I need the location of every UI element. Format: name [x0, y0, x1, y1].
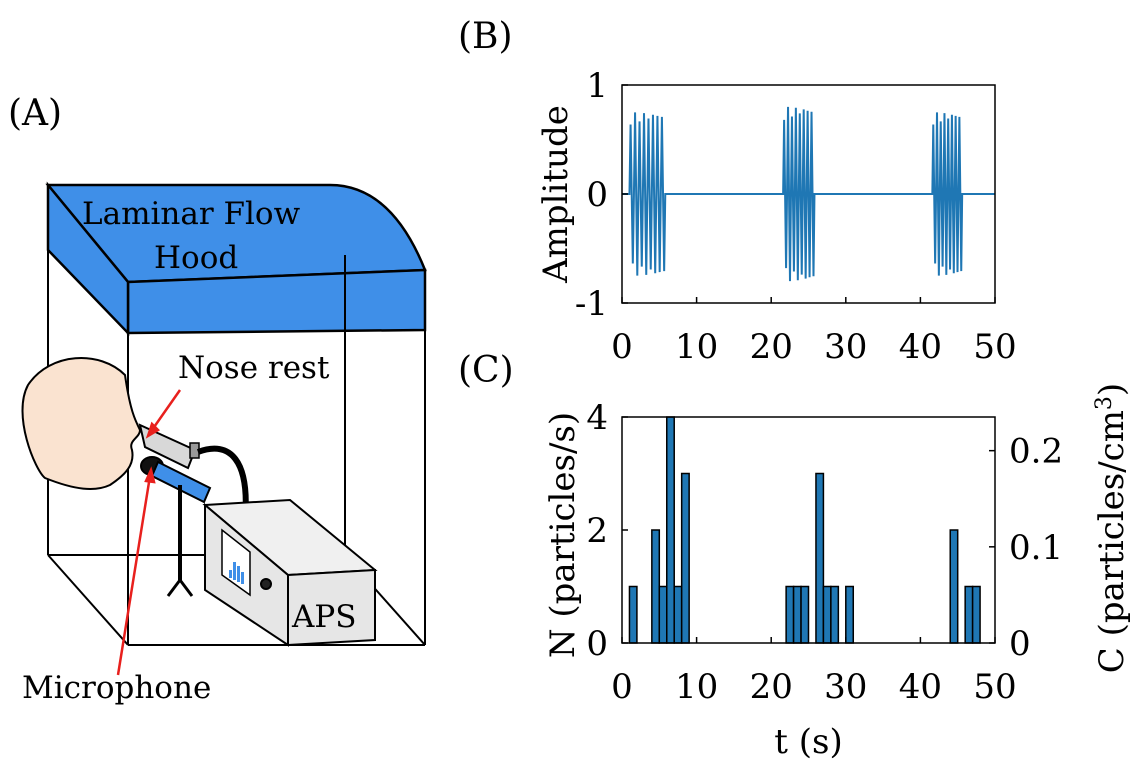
histogram-bar — [964, 585, 974, 644]
histogram-bar — [971, 585, 981, 644]
histogram-bar — [673, 585, 683, 644]
panel-c-label: (C) — [458, 350, 514, 391]
x-tick-label: 40 — [899, 667, 942, 707]
histogram-bar — [666, 416, 675, 644]
x-tick-label: 30 — [824, 667, 867, 707]
y2-tick-label: 0.1 — [1009, 528, 1063, 568]
microphone-device — [140, 456, 212, 597]
panel-a-label: (A) — [8, 93, 62, 134]
panel-b-label: (B) — [458, 16, 513, 57]
aps-instrument — [202, 498, 378, 647]
y-tick-label: 1 — [586, 66, 608, 106]
head-silhouette — [21, 357, 142, 490]
y2-axis-title-main: C (particles/cm — [1092, 410, 1132, 673]
amplitude-series-line — [622, 106, 995, 282]
x-tick-label: 50 — [973, 327, 1016, 367]
x-tick-label: 0 — [611, 327, 633, 367]
hood-label-line2: Hood — [154, 240, 238, 276]
x-tick-label: 20 — [750, 327, 793, 367]
y-tick-label: 0 — [586, 624, 608, 664]
annotation-arrows — [116, 389, 182, 676]
x-tick-label: 50 — [973, 667, 1016, 707]
histogram-bar — [658, 585, 668, 644]
microphone-label: Microphone — [22, 670, 211, 706]
aps-screen-histogram-icon — [229, 562, 244, 584]
x-tick-label: 20 — [750, 667, 793, 707]
hood-label-line1: Laminar Flow — [82, 196, 301, 232]
x-tick-label: 10 — [675, 667, 718, 707]
histogram-bar — [792, 585, 802, 644]
x-tick-label: 30 — [824, 327, 867, 367]
y2-axis-title-superscript: 3 — [1092, 396, 1117, 410]
y2-axis-title: C (particles/cm3) — [1092, 383, 1132, 673]
x-tick-label: 0 — [611, 667, 633, 707]
x-axis-title: t (s) — [774, 722, 842, 762]
histogram-bar — [800, 585, 810, 644]
y-axis-title: Amplitude — [536, 105, 576, 284]
y-tick-label: -1 — [575, 284, 608, 324]
histogram-bar — [785, 585, 795, 644]
y-axis-title: N (particles/s) — [543, 412, 583, 658]
nose-rest-label: Nose rest — [178, 350, 330, 386]
x-tick-label: 40 — [899, 327, 942, 367]
histogram-bar — [815, 472, 825, 644]
histogram-bar — [680, 472, 690, 644]
y-tick-label: 4 — [586, 398, 608, 438]
histogram-bar — [651, 529, 661, 644]
histogram-bar — [628, 585, 638, 644]
y-tick-label: 2 — [586, 511, 608, 551]
y-tick-label: 0 — [586, 175, 608, 215]
x-tick-label: 10 — [675, 327, 718, 367]
y2-tick-label: 0.2 — [1009, 432, 1063, 472]
y2-axis-title-end: ) — [1092, 383, 1132, 396]
histogram-bar — [822, 585, 832, 644]
histogram-bar — [949, 529, 959, 644]
laminar-flow-hood — [45, 181, 427, 337]
histogram-bar — [830, 585, 840, 644]
y2-tick-label: 0 — [1009, 624, 1031, 664]
apparatus-sketch — [21, 181, 427, 676]
histogram-bar — [845, 585, 855, 644]
aps-label: APS — [291, 599, 356, 635]
